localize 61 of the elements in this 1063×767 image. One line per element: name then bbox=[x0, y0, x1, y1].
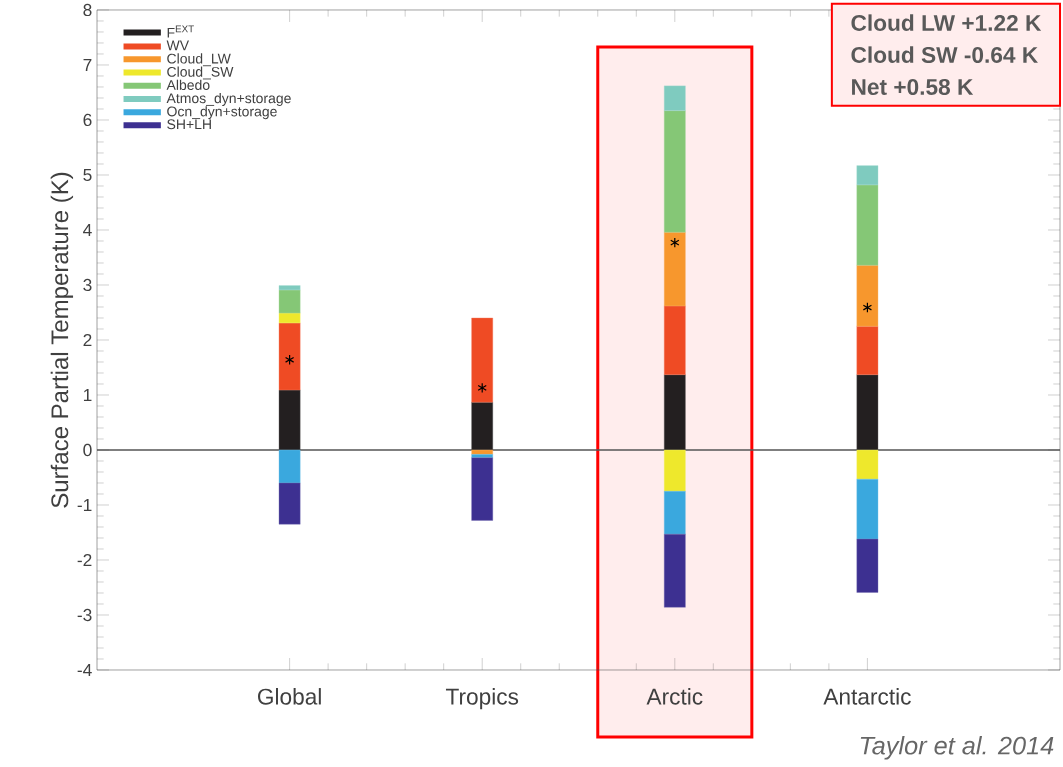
legend-label: F$^{EXT}$ bbox=[167, 25, 194, 38]
bar bbox=[856, 374, 879, 451]
bar bbox=[278, 389, 301, 451]
point bbox=[670, 237, 680, 248]
legend-label: SH+LH bbox=[167, 119, 211, 130]
bar bbox=[664, 533, 686, 608]
bar bbox=[278, 322, 301, 391]
bar bbox=[856, 165, 879, 186]
y-tick-label: 8 bbox=[83, 3, 92, 17]
annotation: Cloud LW +1.22 K bbox=[851, 14, 1042, 31]
bar bbox=[278, 289, 301, 314]
bar bbox=[664, 231, 686, 307]
y-tick-label: 4 bbox=[83, 224, 92, 236]
bar bbox=[664, 374, 686, 451]
y-tick-label: 1 bbox=[83, 389, 92, 401]
y-tick-label: 5 bbox=[83, 168, 92, 182]
bar bbox=[856, 449, 879, 480]
bar bbox=[664, 491, 686, 535]
point bbox=[284, 354, 295, 366]
point bbox=[477, 382, 487, 394]
y-tick-label: -3 bbox=[77, 608, 92, 622]
bar bbox=[664, 85, 686, 111]
legend-label: Ocn_dyn+storage bbox=[167, 106, 277, 120]
text: Taylor et al. 2014 bbox=[860, 736, 1054, 760]
bar bbox=[471, 457, 493, 521]
bar bbox=[664, 449, 686, 492]
x-tick-label: Arctic bbox=[646, 688, 703, 705]
bar bbox=[471, 449, 493, 455]
bar bbox=[856, 478, 879, 540]
legend-label: WV bbox=[166, 40, 190, 51]
y-tick-label: -2 bbox=[77, 553, 92, 567]
point bbox=[862, 302, 873, 313]
bar bbox=[278, 312, 301, 324]
y-axis-title: Surface Partial Temperature (K) bbox=[50, 172, 74, 508]
y-tick-label: 0 bbox=[83, 443, 92, 457]
bar bbox=[471, 401, 493, 451]
y-tick-label: 2 bbox=[83, 333, 92, 347]
bar bbox=[856, 538, 879, 593]
annotation: Net +0.58 K bbox=[852, 78, 974, 95]
bar bbox=[856, 264, 879, 327]
y-tick-label: 7 bbox=[83, 59, 92, 71]
bar bbox=[856, 326, 879, 375]
bar bbox=[278, 482, 301, 525]
bar bbox=[856, 184, 879, 266]
bar bbox=[278, 449, 301, 484]
bar bbox=[664, 305, 686, 375]
bar bbox=[278, 285, 301, 291]
y-tick-label: 6 bbox=[83, 113, 92, 127]
legend-label: Cloud_LW bbox=[167, 53, 231, 67]
bar bbox=[471, 317, 493, 403]
y-tick-label: -4 bbox=[77, 664, 92, 676]
x-tick-label: Global bbox=[257, 688, 321, 705]
x-tick-label: Antarctic bbox=[823, 688, 911, 705]
y-tick-label: 3 bbox=[83, 278, 92, 292]
legend-label: Albedo bbox=[166, 79, 210, 90]
y-tick-label: -1 bbox=[77, 499, 92, 511]
x-tick-label: Tropics bbox=[445, 688, 519, 710]
legend-label: Cloud_SW bbox=[167, 66, 234, 80]
annotation: Cloud SW -0.64 K bbox=[851, 46, 1038, 63]
bar bbox=[664, 110, 686, 233]
legend-label: Atmos_dyn+storage bbox=[166, 92, 291, 106]
